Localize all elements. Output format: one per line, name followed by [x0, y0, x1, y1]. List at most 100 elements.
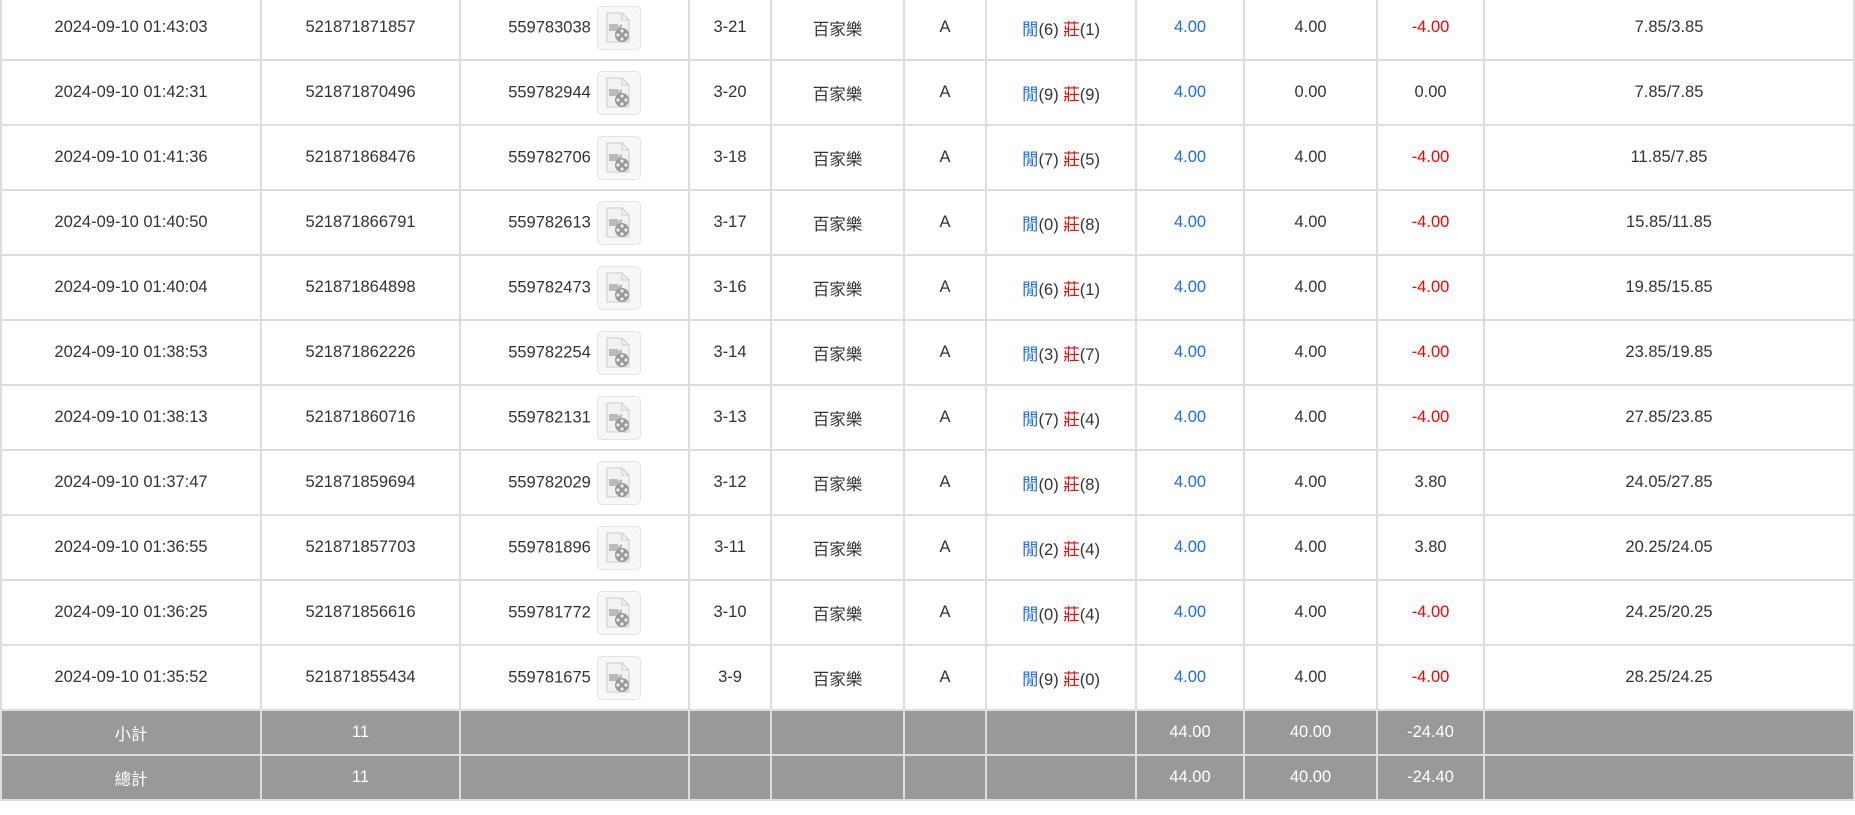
- result: 閒(9) 莊(9): [985, 59, 1137, 126]
- balance-before-after: 23.85/19.85: [1483, 319, 1855, 386]
- subtotal-bet: 44.00: [1135, 709, 1245, 756]
- table-name: A: [903, 254, 987, 321]
- result: 閒(9) 莊(0): [985, 644, 1137, 711]
- video-replay-icon[interactable]: [596, 200, 641, 245]
- player-label: 閒: [1022, 20, 1039, 39]
- table-name: A: [903, 579, 987, 646]
- shoe-round: 3-14: [688, 319, 772, 386]
- bet-id: 521871859694: [260, 449, 461, 516]
- video-replay-icon[interactable]: [596, 460, 641, 505]
- table-row: 2024-09-10 01:38:53 521871862226 5597822…: [0, 319, 1855, 386]
- player-points: (0): [1038, 215, 1059, 234]
- video-replay-icon[interactable]: [596, 135, 641, 180]
- valid-bet: 4.00: [1243, 384, 1378, 451]
- player-label: 閒: [1022, 605, 1039, 624]
- player-points: (0): [1038, 605, 1059, 624]
- win-loss: -4.00: [1376, 0, 1485, 61]
- win-loss: -4.00: [1376, 644, 1485, 711]
- table-name: A: [903, 449, 987, 516]
- table-name: A: [903, 0, 987, 61]
- balance-before-after: 19.85/15.85: [1483, 254, 1855, 321]
- win-loss: 3.80: [1376, 449, 1485, 516]
- bet-amount: 4.00: [1135, 319, 1245, 386]
- bet-amount: 4.00: [1135, 644, 1245, 711]
- game-name: 百家樂: [770, 449, 905, 516]
- banker-points: (5): [1079, 150, 1100, 169]
- video-replay-icon[interactable]: [596, 5, 641, 50]
- table-row: 2024-09-10 01:40:04 521871864898 5597824…: [0, 254, 1855, 321]
- player-points: (0): [1038, 475, 1059, 494]
- table-name: A: [903, 319, 987, 386]
- table-name: A: [903, 384, 987, 451]
- shoe-round: 3-12: [688, 449, 772, 516]
- video-replay-icon[interactable]: [596, 395, 641, 440]
- table-name: A: [903, 189, 987, 256]
- round-id: 559783038: [508, 18, 591, 36]
- banker-label: 莊: [1063, 670, 1080, 689]
- valid-bet: 4.00: [1243, 319, 1378, 386]
- round-id-cell: 559782029: [459, 449, 690, 516]
- table-row: 2024-09-10 01:43:03 521871871857 5597830…: [0, 0, 1855, 61]
- win-loss: -4.00: [1376, 384, 1485, 451]
- video-replay-icon[interactable]: [596, 525, 641, 570]
- banker-label: 莊: [1063, 540, 1080, 559]
- table-row: 2024-09-10 01:42:31 521871870496 5597829…: [0, 59, 1855, 126]
- table-row: 2024-09-10 01:36:25 521871856616 5597817…: [0, 579, 1855, 646]
- bet-id: 521871866791: [260, 189, 461, 256]
- banker-label: 莊: [1063, 410, 1080, 429]
- video-replay-icon[interactable]: [596, 655, 641, 700]
- bet-time: 2024-09-10 01:43:03: [0, 0, 262, 61]
- video-replay-icon[interactable]: [596, 265, 641, 310]
- game-name: 百家樂: [770, 579, 905, 646]
- bet-id: 521871868476: [260, 124, 461, 191]
- table-name: A: [903, 644, 987, 711]
- round-id-cell: 559782131: [459, 384, 690, 451]
- banker-label: 莊: [1063, 345, 1080, 364]
- round-id-cell: 559782473: [459, 254, 690, 321]
- player-points: (6): [1038, 20, 1059, 39]
- banker-points: (8): [1079, 215, 1100, 234]
- round-id: 559781896: [508, 538, 591, 556]
- player-points: (2): [1038, 540, 1059, 559]
- bet-time: 2024-09-10 01:38:53: [0, 319, 262, 386]
- player-label: 閒: [1022, 670, 1039, 689]
- game-name: 百家樂: [770, 384, 905, 451]
- balance-before-after: 24.05/27.85: [1483, 449, 1855, 516]
- banker-points: (8): [1079, 475, 1100, 494]
- bet-amount: 4.00: [1135, 0, 1245, 61]
- round-id: 559782131: [508, 408, 591, 426]
- player-label: 閒: [1022, 85, 1039, 104]
- result: 閒(7) 莊(5): [985, 124, 1137, 191]
- balance-before-after: 28.25/24.25: [1483, 644, 1855, 711]
- round-id: 559782254: [508, 343, 591, 361]
- bet-amount: 4.00: [1135, 579, 1245, 646]
- bet-id: 521871856616: [260, 579, 461, 646]
- video-replay-icon[interactable]: [596, 330, 641, 375]
- total-bet: 44.00: [1135, 754, 1245, 801]
- player-points: (7): [1038, 410, 1059, 429]
- player-label: 閒: [1022, 150, 1039, 169]
- round-id: 559782706: [508, 148, 591, 166]
- round-id-cell: 559782706: [459, 124, 690, 191]
- bet-amount: 4.00: [1135, 254, 1245, 321]
- result: 閒(2) 莊(4): [985, 514, 1137, 581]
- bet-amount: 4.00: [1135, 514, 1245, 581]
- video-replay-icon[interactable]: [596, 70, 641, 115]
- round-id-cell: 559782254: [459, 319, 690, 386]
- table-row: 2024-09-10 01:40:50 521871866791 5597826…: [0, 189, 1855, 256]
- result: 閒(0) 莊(4): [985, 579, 1137, 646]
- valid-bet: 4.00: [1243, 449, 1378, 516]
- game-name: 百家樂: [770, 0, 905, 61]
- bet-id: 521871871857: [260, 0, 461, 61]
- banker-points: (4): [1079, 540, 1100, 559]
- banker-points: (1): [1079, 20, 1100, 39]
- banker-points: (1): [1079, 280, 1100, 299]
- bet-time: 2024-09-10 01:40:50: [0, 189, 262, 256]
- shoe-round: 3-11: [688, 514, 772, 581]
- game-name: 百家樂: [770, 124, 905, 191]
- valid-bet: 4.00: [1243, 514, 1378, 581]
- bet-time: 2024-09-10 01:36:55: [0, 514, 262, 581]
- video-replay-icon[interactable]: [596, 590, 641, 635]
- table-row: 2024-09-10 01:37:47 521871859694 5597820…: [0, 449, 1855, 516]
